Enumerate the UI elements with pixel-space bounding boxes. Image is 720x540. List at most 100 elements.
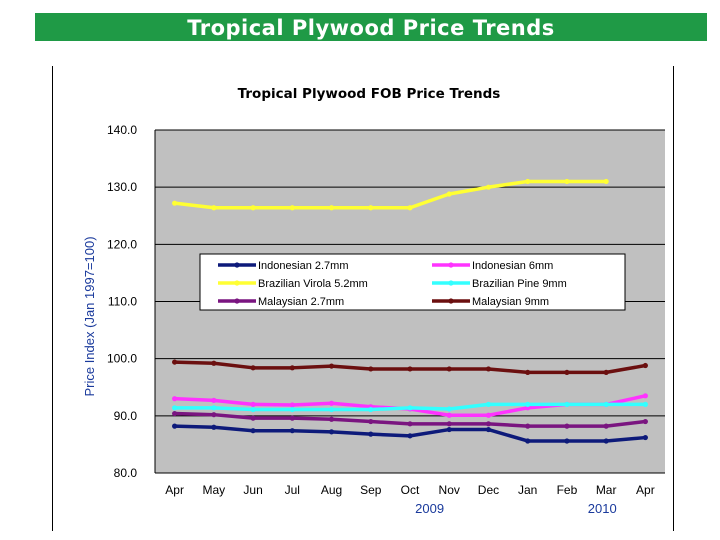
- series-point-5: [172, 359, 178, 365]
- chart: Tropical Plywood FOB Price Trends Price …: [82, 86, 665, 516]
- series-point-5: [642, 362, 648, 369]
- series-point-2: [525, 178, 531, 185]
- y-tick-label: 80.0: [114, 466, 138, 480]
- legend-label: Malaysian 2.7mm: [258, 296, 344, 308]
- x-tick-label: Oct: [401, 483, 420, 497]
- series-point-3: [250, 406, 256, 413]
- series-point-4: [368, 418, 374, 425]
- series-point-3: [289, 406, 295, 413]
- series-point-0: [485, 426, 492, 433]
- x-tick-label: Jul: [285, 483, 300, 497]
- series-point-1: [289, 402, 295, 408]
- series-point-3: [368, 406, 374, 413]
- series-point-0: [446, 426, 452, 433]
- series-point-4: [603, 423, 609, 429]
- series-point-1: [211, 397, 217, 403]
- series-point-4: [525, 423, 531, 429]
- series-point-5: [564, 369, 570, 375]
- series-point-2: [211, 205, 217, 211]
- y-tick-label: 130.0: [107, 180, 137, 194]
- series-point-2: [564, 178, 570, 185]
- title-banner: Tropical Plywood Price Trends: [35, 13, 707, 41]
- series-point-2: [328, 205, 335, 211]
- series-point-5: [289, 365, 295, 371]
- series-point-0: [603, 438, 609, 444]
- year-label: 2010: [588, 501, 617, 516]
- series-point-3: [564, 401, 570, 407]
- x-tick-label: Feb: [557, 483, 578, 497]
- legend-marker: [448, 262, 454, 268]
- x-tick-label: Dec: [478, 483, 499, 497]
- series-point-5: [368, 366, 374, 372]
- series-point-4: [564, 423, 570, 429]
- legend-box: [199, 253, 626, 311]
- chart-container: Tropical Plywood FOB Price Trends Price …: [52, 66, 674, 531]
- series-point-1: [250, 401, 256, 407]
- series-point-0: [642, 434, 648, 441]
- x-tick-label: Apr: [636, 483, 655, 497]
- series-line-2: [174, 179, 607, 210]
- series-point-0: [564, 438, 570, 444]
- y-tick-label: 100.0: [107, 352, 137, 366]
- series-point-4: [446, 421, 452, 427]
- series-point-0: [525, 438, 531, 444]
- x-tick-label: Apr: [165, 483, 184, 497]
- series-point-5: [525, 369, 531, 375]
- legend-marker: [234, 262, 240, 268]
- x-tick-label: Mar: [596, 483, 617, 497]
- series-point-4: [407, 421, 413, 427]
- series-point-3: [172, 405, 178, 411]
- legend-label: Brazilian Virola 5.2mm: [258, 278, 368, 290]
- x-tick-label: Jan: [518, 483, 537, 497]
- series-point-4: [485, 421, 492, 427]
- series-point-0: [407, 433, 413, 439]
- series-point-4: [172, 410, 178, 417]
- series-point-2: [172, 200, 178, 206]
- series-point-1: [172, 396, 178, 402]
- series-point-3: [525, 401, 531, 407]
- series-point-0: [328, 429, 335, 435]
- legend-marker: [234, 298, 240, 304]
- series-point-5: [407, 366, 413, 372]
- series-point-3: [211, 405, 217, 411]
- y-tick-label: 140.0: [107, 123, 137, 137]
- series-point-5: [250, 365, 256, 371]
- legend-marker: [234, 280, 240, 286]
- series-point-5: [446, 366, 452, 372]
- series-point-3: [407, 405, 413, 411]
- y-tick-label: 90.0: [114, 409, 138, 423]
- x-tick-label: Sep: [360, 483, 382, 497]
- series-point-2: [250, 205, 256, 211]
- x-tick-label: Jun: [243, 483, 262, 497]
- legend-label: Indonesian 2.7mm: [258, 260, 349, 272]
- y-tick-label: 120.0: [107, 237, 137, 251]
- series-point-5: [328, 363, 335, 369]
- series-point-1: [328, 400, 335, 406]
- series-point-2: [446, 191, 452, 197]
- series-point-0: [211, 424, 217, 430]
- series-point-2: [603, 178, 609, 185]
- x-tick-label: Aug: [321, 483, 342, 497]
- series-point-5: [603, 369, 609, 375]
- series-point-5: [211, 360, 217, 366]
- series-point-3: [485, 401, 492, 407]
- y-tick-label: 110.0: [108, 295, 137, 309]
- page-title: Tropical Plywood Price Trends: [187, 16, 555, 40]
- series-point-4: [250, 415, 256, 421]
- series-point-3: [642, 401, 648, 407]
- series-point-1: [485, 412, 492, 418]
- series-point-0: [289, 428, 295, 434]
- series-point-4: [289, 415, 295, 421]
- series-point-4: [328, 416, 335, 422]
- series-point-4: [642, 418, 648, 425]
- series-point-3: [603, 401, 609, 407]
- year-label: 2009: [415, 501, 444, 516]
- series-point-2: [368, 205, 374, 211]
- series-point-0: [172, 423, 178, 429]
- series-point-5: [485, 366, 492, 372]
- x-tick-label: May: [203, 483, 226, 497]
- legend-label: Malaysian 9mm: [472, 296, 549, 308]
- series-point-3: [446, 406, 452, 412]
- series-point-2: [289, 205, 295, 211]
- series-point-0: [368, 431, 374, 437]
